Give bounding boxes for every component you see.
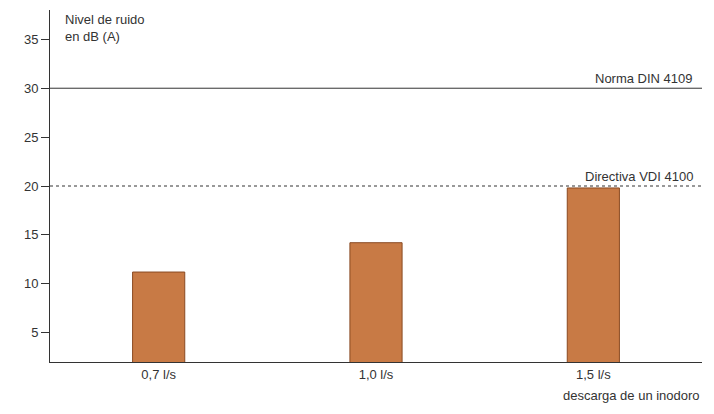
svg-text:20: 20: [24, 179, 38, 194]
svg-text:descarga de un inodoro: descarga de un inodoro: [563, 388, 700, 403]
svg-text:0,7 l/s: 0,7 l/s: [141, 367, 176, 382]
svg-text:Norma DIN 4109: Norma DIN 4109: [595, 71, 693, 86]
svg-text:25: 25: [24, 130, 38, 145]
svg-text:5: 5: [31, 325, 38, 340]
svg-text:Nivel de ruidoen dB (A): Nivel de ruidoen dB (A): [65, 12, 145, 44]
svg-text:35: 35: [24, 32, 38, 47]
svg-text:1,5 l/s: 1,5 l/s: [576, 367, 611, 382]
svg-text:10: 10: [24, 276, 38, 291]
svg-text:15: 15: [24, 227, 38, 242]
svg-text:1,0 l/s: 1,0 l/s: [359, 367, 394, 382]
svg-text:30: 30: [24, 81, 38, 96]
svg-text:Directiva VDI 4100: Directiva VDI 4100: [585, 169, 693, 184]
